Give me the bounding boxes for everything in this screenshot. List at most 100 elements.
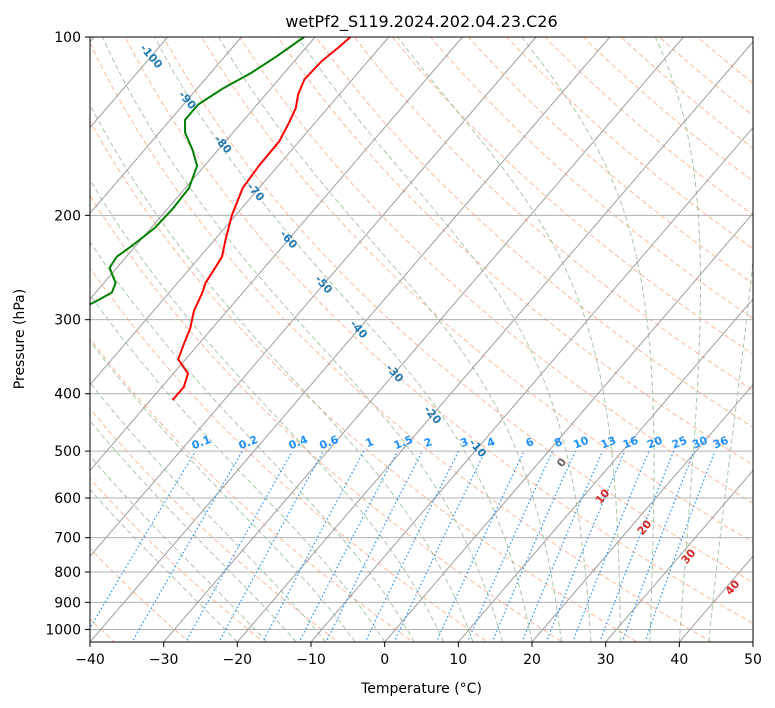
mixing-ratio-line <box>545 450 626 642</box>
isotherm-line <box>531 384 753 642</box>
dry-adiabats <box>90 37 753 642</box>
dry-adiabat-line <box>429 37 753 320</box>
isotherm-line <box>457 298 753 642</box>
mixing-ratio-line <box>393 450 486 642</box>
isotherm-line <box>384 212 753 642</box>
profile-series <box>90 37 352 401</box>
mixing-ratio-line <box>131 450 243 642</box>
moist-adiabat-line <box>90 455 268 642</box>
dry-adiabat-line <box>124 37 753 624</box>
moist-adiabat-line <box>90 340 356 642</box>
dry-adiabat-line <box>391 37 753 355</box>
dry-adiabat-line <box>506 37 753 250</box>
isotherm-line <box>236 41 753 642</box>
y-tick-label: 600 <box>54 491 81 507</box>
mixing-ratio-label: 0.4 <box>287 433 310 452</box>
x-tick-label: −10 <box>296 652 326 668</box>
moist-adiabat-line <box>90 178 445 642</box>
mixing-ratio-line <box>218 450 324 642</box>
dry-adiabat-line <box>90 407 340 642</box>
mixing-ratio-label: 0.6 <box>318 433 341 452</box>
isobar-grid <box>90 37 753 630</box>
moist-adiabat-line <box>90 240 415 642</box>
isotherm-line <box>310 126 753 642</box>
dry-adiabat-line <box>353 37 753 391</box>
y-tick-label: 1000 <box>45 622 81 638</box>
x-tick-label: 40 <box>670 652 688 668</box>
chart-title: wetPf2_S119.2024.202.04.23.C26 <box>285 12 557 32</box>
mixing-ratio-label: 3 <box>458 435 470 450</box>
moist-adiabat-line <box>218 37 562 642</box>
mixing-ratio-label: 6 <box>524 435 536 450</box>
moist-adiabat-line <box>90 381 327 642</box>
line-labels: -100-90-80-70-60-50-40-30-20-100.1 0.2 0.4… <box>137 42 742 598</box>
isotherm-line <box>90 37 537 558</box>
isotherm-line <box>90 37 316 300</box>
isotherm-line <box>605 469 753 642</box>
y-tick-label: 800 <box>54 565 81 581</box>
mixing-ratio-line <box>521 450 604 642</box>
x-tick-label: 10 <box>449 652 467 668</box>
moist-adiabat-line <box>708 255 753 642</box>
dry-adiabat-line <box>468 37 753 284</box>
dry-adiabat-line <box>90 547 190 642</box>
dry-adiabat-line <box>315 37 753 428</box>
y-tick-label: 500 <box>54 444 81 460</box>
mixing-ratio-label: 25 <box>670 434 689 452</box>
mixing-ratio-label: 2 <box>422 435 434 450</box>
isotherm-line <box>90 37 611 642</box>
mixing-ratio-line <box>90 450 197 630</box>
y-tick-label: 900 <box>54 595 81 611</box>
mixing-ratio-label: 10 <box>572 434 591 452</box>
isotherm-grid <box>90 37 753 642</box>
dry-adiabat-line <box>90 337 414 642</box>
dewpoint-profile <box>90 37 305 306</box>
mixing-ratio-label: 1.5 <box>392 433 415 452</box>
dry-adiabat-line <box>162 37 753 583</box>
dry-adiabat-line <box>277 37 753 466</box>
dry-adiabat-line <box>201 37 753 543</box>
dry-adiabat-line <box>90 41 713 642</box>
mixing-ratio-line <box>435 450 525 642</box>
plot-area: -100-90-80-70-60-50-40-30-20-100.1 0.2 0.4… <box>90 37 753 642</box>
isotherm-line <box>90 37 463 472</box>
mixing-ratio-lines <box>90 450 716 642</box>
moist-adiabat-line <box>90 293 386 642</box>
isotherm-line <box>163 37 684 642</box>
moist-adiabat-line <box>90 488 238 642</box>
x-tick-label: −20 <box>223 652 253 668</box>
temperature-profile <box>171 37 352 401</box>
isotherm-line <box>90 37 390 386</box>
moist-adiabat-line <box>154 37 533 642</box>
x-tick-label: −40 <box>75 652 105 668</box>
mixing-ratio-label: 16 <box>621 434 640 452</box>
mixing-ratio-label: 13 <box>599 434 618 452</box>
mixing-ratio-label: 20 <box>645 434 664 452</box>
y-axis-title: Pressure (hPa) <box>12 289 28 389</box>
mixing-ratio-label: 8 <box>552 435 564 450</box>
dry-adiabat-line <box>90 194 564 642</box>
moist-adiabat-line <box>397 37 621 642</box>
moist-adiabats <box>90 37 753 642</box>
moist-adiabat-line <box>90 419 297 642</box>
moist-adiabat-label: 40 <box>723 577 743 597</box>
moist-adiabat-line <box>297 37 592 642</box>
mixing-ratio-label: 0.2 <box>237 433 260 452</box>
y-tick-label: 700 <box>54 531 81 547</box>
mixing-ratio-label: 36 <box>711 434 730 452</box>
mixing-ratio-line <box>185 450 293 642</box>
plot-frame <box>89 36 754 643</box>
isotherm-line <box>90 37 242 215</box>
x-axis-title: Temperature (°C) <box>360 681 482 697</box>
dry-adiabat-line <box>544 37 753 216</box>
mixing-ratio-line <box>262 450 365 642</box>
dry-adiabat-line <box>90 267 489 642</box>
x-tick-label: 30 <box>597 652 615 668</box>
x-axis: −40 −30 −20 −10 0 10 20 30 40 50 <box>75 642 762 668</box>
dry-adiabat-line <box>696 37 753 84</box>
mixing-ratio-label: 30 <box>690 434 709 452</box>
y-tick-label: 300 <box>54 313 81 329</box>
x-tick-label: −30 <box>149 652 179 668</box>
dry-adiabat-line <box>658 37 753 117</box>
